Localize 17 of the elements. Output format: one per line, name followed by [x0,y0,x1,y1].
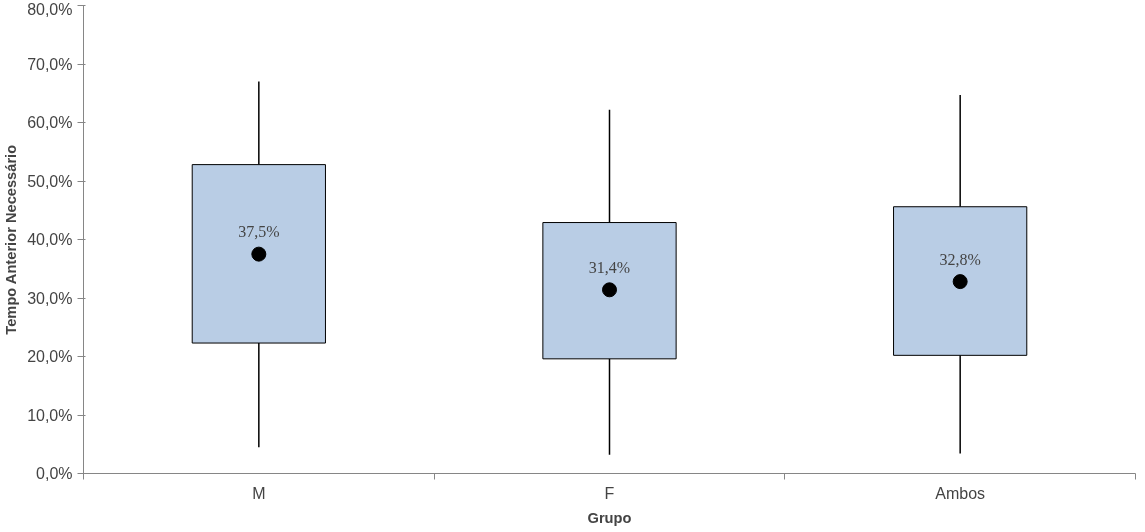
y-axis-title: Tempo Anterior Necessário [3,144,20,335]
y-tick-label: 40,0% [27,231,73,248]
x-tick-label: M [252,484,266,502]
x-axis-title: Grupo [587,509,632,526]
x-tick-label: Ambos [935,484,986,502]
y-tick-label: 60,0% [27,114,73,131]
y-tick-label: 70,0% [27,55,73,73]
y-tick-label: 20,0% [27,348,73,365]
y-tick-label: 80,0% [27,0,73,18]
text: 31,4% [588,258,631,276]
text: 32,8% [939,250,981,268]
y-tick-label: 10,0% [27,406,73,424]
y-tick-label: 0,0% [36,465,73,482]
y-tick-label: 30,0% [27,289,73,307]
y-tick-label: 50,0% [27,172,73,190]
text: 37,5% [238,223,280,241]
x-tick-label: F [604,484,615,502]
